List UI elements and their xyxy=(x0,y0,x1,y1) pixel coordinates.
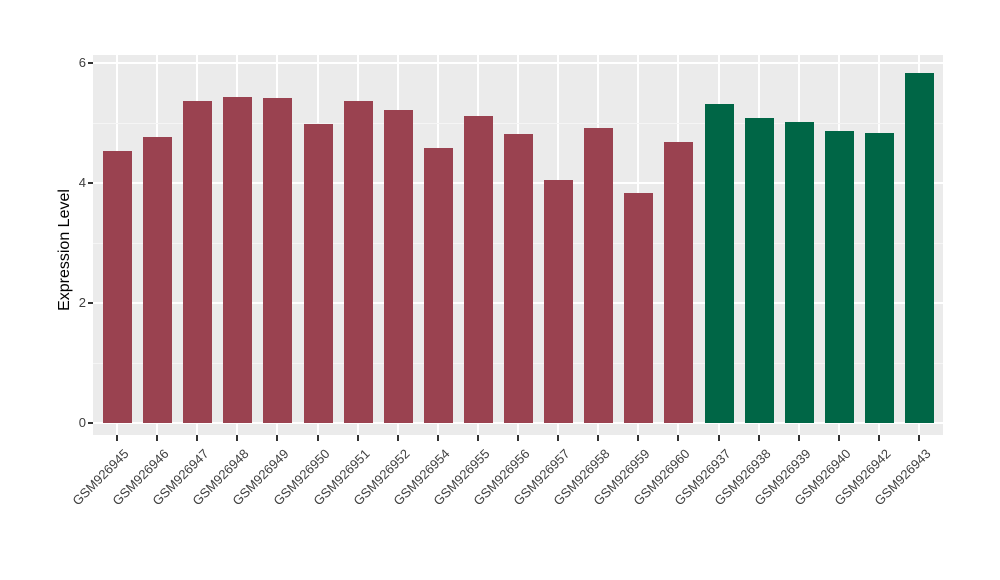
bar-GSM926955 xyxy=(463,116,493,423)
x-tick-mark xyxy=(798,435,800,441)
x-tick-mark xyxy=(397,435,399,441)
y-tick-label: 6 xyxy=(78,55,86,70)
x-tick-mark xyxy=(116,435,118,441)
bar-GSM926947 xyxy=(182,101,212,423)
y-tick-mark xyxy=(88,302,93,304)
x-tick-mark xyxy=(276,435,278,441)
y-tick-label: 4 xyxy=(78,175,86,190)
y-tick-label: 2 xyxy=(78,295,86,310)
x-tick-mark xyxy=(878,435,880,441)
bar-GSM926954 xyxy=(423,148,453,423)
bar-GSM926960 xyxy=(663,142,693,423)
plot-panel xyxy=(93,55,943,435)
bar-GSM926958 xyxy=(583,128,613,423)
x-tick-mark xyxy=(677,435,679,441)
bar-GSM926951 xyxy=(343,101,373,423)
x-tick-mark xyxy=(758,435,760,441)
h-gridline-minor xyxy=(93,123,943,124)
y-tick-mark xyxy=(88,62,93,64)
bar-GSM926943 xyxy=(904,73,934,423)
bar-GSM926938 xyxy=(744,118,774,423)
bar-GSM926949 xyxy=(262,98,292,423)
x-tick-mark xyxy=(317,435,319,441)
bar-GSM926937 xyxy=(704,104,734,423)
y-axis-title: Expression Level xyxy=(56,189,73,311)
x-tick-mark xyxy=(597,435,599,441)
bar-GSM926940 xyxy=(824,131,854,423)
y-tick-label: 0 xyxy=(78,415,86,430)
x-tick-mark xyxy=(196,435,198,441)
bar-GSM926959 xyxy=(623,193,653,423)
x-tick-mark xyxy=(477,435,479,441)
x-tick-mark xyxy=(236,435,238,441)
h-gridline-major xyxy=(93,422,943,424)
x-tick-mark xyxy=(156,435,158,441)
bar-GSM926956 xyxy=(503,134,533,423)
x-tick-mark xyxy=(918,435,920,441)
x-tick-mark xyxy=(718,435,720,441)
x-tick-mark xyxy=(637,435,639,441)
y-tick-mark xyxy=(88,182,93,184)
bar-GSM926945 xyxy=(102,151,132,423)
x-tick-mark xyxy=(557,435,559,441)
bar-GSM926939 xyxy=(784,122,814,423)
x-tick-mark xyxy=(437,435,439,441)
y-tick-mark xyxy=(88,422,93,424)
bar-GSM926946 xyxy=(142,137,172,423)
x-tick-mark xyxy=(838,435,840,441)
bar-GSM926957 xyxy=(543,180,573,423)
bar-GSM926948 xyxy=(222,97,252,423)
bar-GSM926942 xyxy=(864,133,894,423)
x-tick-mark xyxy=(357,435,359,441)
bar-GSM926952 xyxy=(383,110,413,423)
x-tick-mark xyxy=(517,435,519,441)
h-gridline-major xyxy=(93,62,943,64)
bar-GSM926950 xyxy=(303,124,333,423)
